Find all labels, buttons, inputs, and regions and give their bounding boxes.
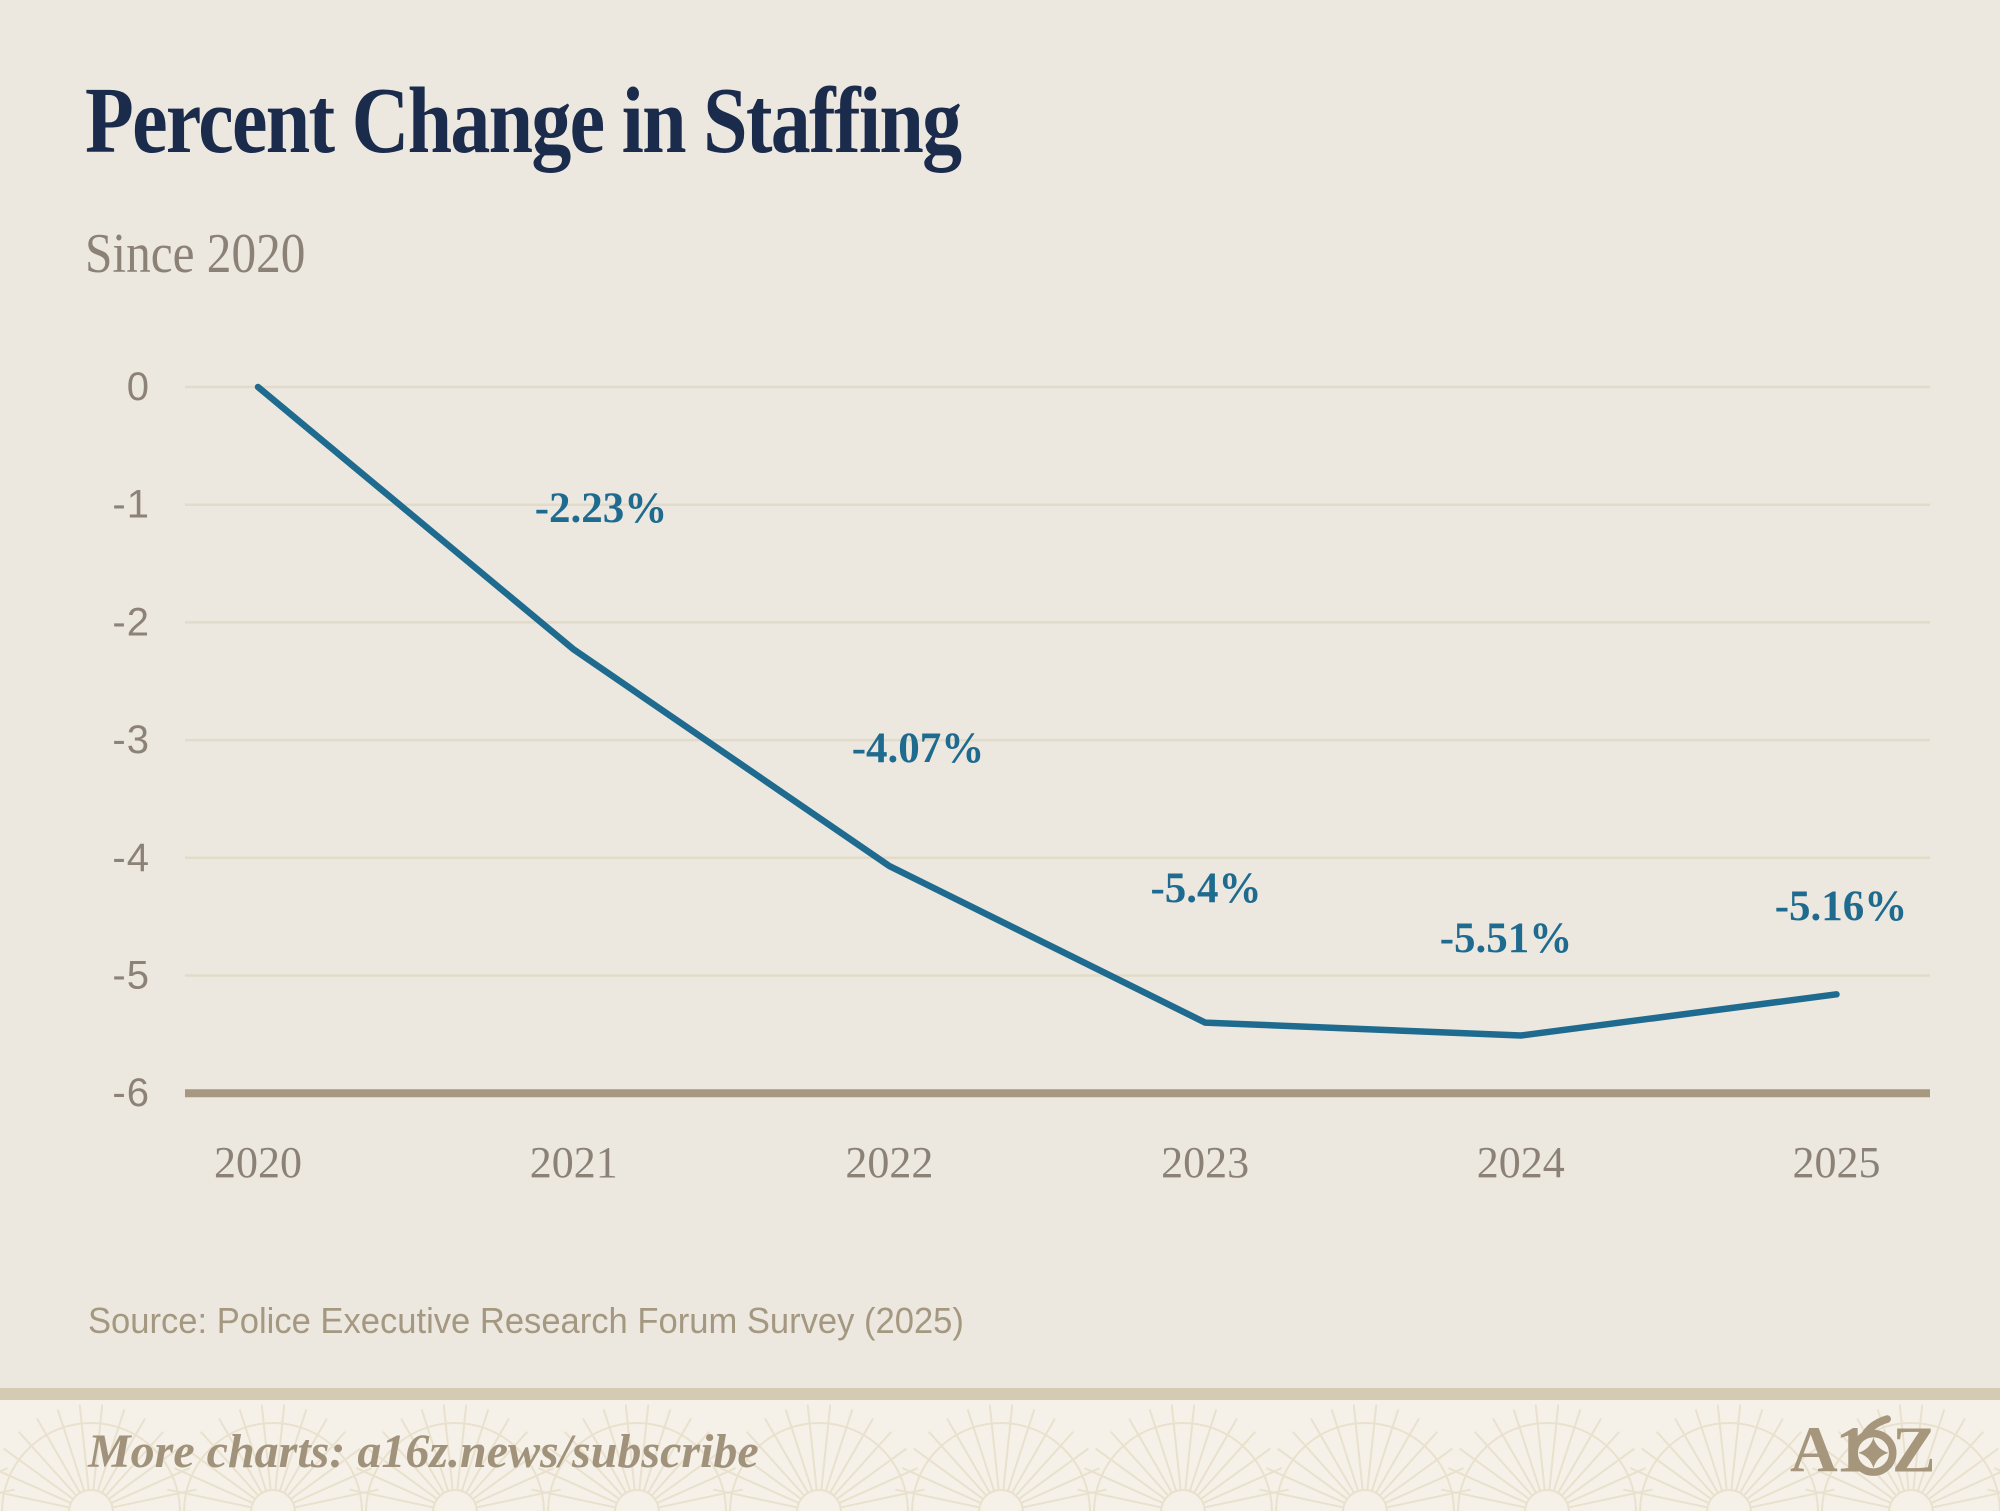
a16z-logo: A 1 Z (1790, 1413, 1932, 1484)
x-tick-label: 2025 (1793, 1138, 1881, 1187)
data-point-label: -5.4% (1150, 865, 1261, 912)
logo-letter-z: Z (1892, 1413, 1932, 1484)
data-point-label: -5.16% (1775, 883, 1908, 930)
y-tick-label: -5 (112, 954, 150, 998)
y-tick-label: -2 (112, 600, 150, 644)
data-point-label: -2.23% (535, 485, 668, 532)
page-title: Percent Change in Staffing (85, 69, 962, 173)
y-tick-label: -1 (112, 483, 150, 527)
art-deco-fan-pattern (0, 1400, 2000, 1511)
logo-letter-a: A (1790, 1413, 1838, 1484)
logo-6-ring (1850, 1429, 1897, 1476)
page-subtitle: Since 2020 (85, 223, 306, 285)
line-chart: 0 -1 -2 -3 -4 -5 -6 2020 2021 2022 2023 2024 2025 -2.… (112, 365, 1930, 1187)
staffing-trend-line (254, 383, 1840, 1039)
y-tick-label: 0 (127, 365, 150, 409)
data-point-label: -4.07% (852, 725, 985, 772)
data-point-label: -5.51% (1440, 915, 1573, 962)
y-tick-label: -6 (112, 1071, 150, 1115)
x-tick-label: 2024 (1477, 1138, 1565, 1187)
x-tick-label: 2021 (530, 1138, 618, 1187)
x-tick-label: 2023 (1161, 1138, 1249, 1187)
x-tick-label: 2022 (845, 1138, 933, 1187)
logo-star-icon (1858, 1437, 1889, 1468)
x-tick-label: 2020 (214, 1138, 302, 1187)
source-note: Source: Police Executive Research Forum … (88, 1300, 964, 1341)
footer-cta-link: More charts: a16z.news/subscribe (88, 1425, 759, 1478)
footer-divider (0, 1388, 2000, 1400)
footer: More charts: a16z.news/subscribe A 1 Z (0, 1400, 2000, 1511)
y-tick-label: -4 (112, 836, 150, 880)
y-tick-label: -3 (112, 718, 150, 762)
